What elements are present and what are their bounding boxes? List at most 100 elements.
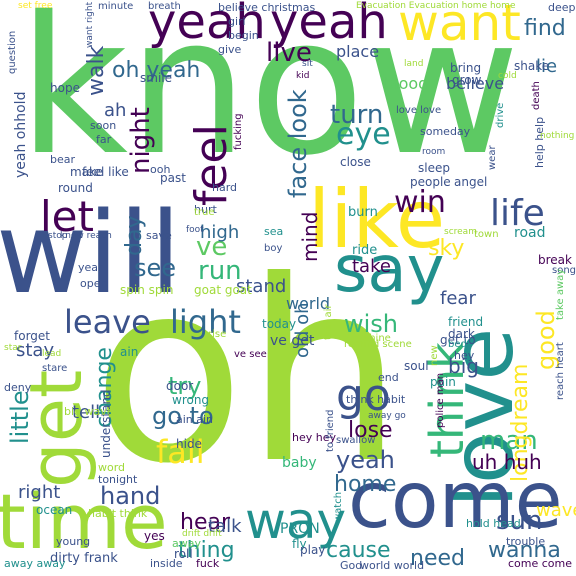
word-grow: grow [452,73,482,87]
word-girl: girl [228,15,246,28]
word-get-to: get to [440,333,476,347]
word-wear: wear [487,145,498,170]
word-play: play [300,543,326,557]
word-win: win [394,185,446,220]
word-people: people [410,175,451,189]
word-sky: sky [428,236,465,261]
word-nothing: nothing [540,131,575,141]
word-like: like [308,173,446,266]
word-yeah-1: yeah [148,0,266,50]
word-talk: talk [208,516,242,537]
word-tonight: tonight [98,473,138,486]
word-angel: angel [454,175,488,189]
word-land: land [404,59,424,69]
word-ocean: ocean [36,503,73,517]
word-take: take [352,256,391,277]
word-reach-heart: reach heart [555,342,566,400]
word-day: day [122,215,147,256]
word-shine: shine [364,333,391,344]
word-know-reach: know reach [60,231,112,241]
word-big-wave: big wave [64,405,114,418]
word-know: know [18,0,521,197]
word-past: past [160,171,186,185]
word-evacuation: Evacuation Evacuation home home [356,1,516,11]
word-ve: ve [196,232,228,262]
word-drift-drift: drift drift [182,529,222,539]
word-dirty-frank: dirty frank [50,551,118,566]
word-watch: watch [333,491,344,522]
word-leave: leave [64,303,151,341]
word-hurt: hurt [194,203,217,216]
word-hey-hey: hey hey [292,431,336,444]
word-hand: hand [100,482,161,510]
word-new: new [429,345,440,366]
word-little: little [6,390,34,444]
word-live: live [266,38,312,68]
word-turn: turn [330,100,384,130]
word-song: song [552,265,576,276]
word-spin-spin: spin spin [120,283,174,297]
word-fly: fly [292,537,307,551]
word-will: will [0,189,181,319]
word-wave: wave [536,500,576,521]
word-run: run [198,256,242,286]
word-today: today [262,317,297,331]
word-minute: minute [98,1,134,12]
word-blood: blood [384,74,429,93]
word-soul: soul [404,359,429,373]
word-time: time [0,477,168,566]
word-young: young [56,535,91,548]
word-burn: burn [348,205,378,220]
word-fall: fall [156,433,205,471]
word-deny: deny [4,381,32,394]
word-bring: bring [450,61,482,75]
word-friend: friend [448,315,484,329]
word-hide: hide [176,437,202,451]
word-ohhold: yeah ohhold [13,91,29,178]
word-old-oh: old oh [292,302,313,358]
word-cause: cause [326,538,391,563]
word-see: see [134,254,177,282]
word-yeah-2: yeah [270,0,388,50]
word-ve-get: ve get [270,333,315,349]
word-bed: bed [448,339,467,350]
word-love-love: love love [396,105,442,116]
word-sleep: sleep [418,161,450,175]
word-ve-see: ve see [234,349,267,360]
word-fear: fear [440,288,476,309]
word-yes: yes [144,529,165,543]
word-inside: inside [150,557,183,570]
word-foot: foot [186,225,204,235]
word-wanna: wanna [488,538,561,563]
word-place: place [336,42,380,61]
word-want: want [398,0,521,52]
word-lie: lie [536,56,558,77]
word-home: home [334,472,397,497]
word-thin-air: thin air [323,304,334,340]
word-sun: sun [496,506,543,536]
word-wrong: wrong [172,393,210,407]
word-town: town [474,229,499,240]
word-face-look: face look [284,89,312,198]
word-fuck: fuck [196,557,220,570]
word-hey: hey [454,349,475,362]
word-door: door [166,379,194,393]
word-thing: thing [178,538,235,563]
word-say: say [334,233,445,307]
word-understand: understand [99,389,113,458]
word-go: go [336,370,391,421]
word-break: break [538,253,572,267]
word-want-right: want right [85,1,95,48]
word-big: big [448,354,479,378]
word-close: close [340,155,371,169]
word-help-help: help help [533,116,546,168]
word-save: save [146,229,172,242]
word-world: world [286,294,331,313]
word-away-go: away go [368,411,406,421]
word-word: word [98,461,126,474]
word-road: road [514,225,546,241]
word-death: death [531,81,542,110]
word-true: true [194,207,215,218]
word-ride: ride [352,243,378,258]
